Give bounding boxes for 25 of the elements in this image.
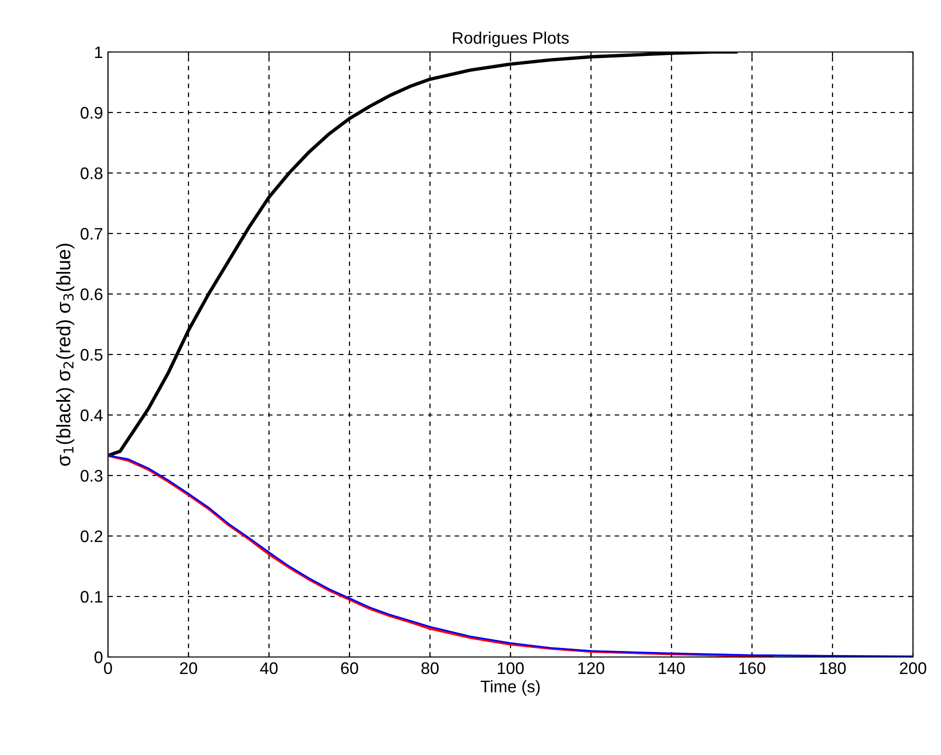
x-tick-label: 100 [498, 662, 524, 674]
y-tick-label: 0.3 [80, 470, 102, 482]
x-tick-label: 80 [421, 662, 439, 674]
x-tick-label: 120 [578, 662, 604, 674]
y-tick-label: 1 [95, 46, 102, 58]
y-tick-label: 0.7 [80, 228, 102, 240]
y-tick-label: 0.8 [80, 167, 102, 180]
y-tick-label: 0.6 [80, 288, 102, 300]
x-tick-label: 0 [104, 662, 112, 674]
x-tick-label: 60 [341, 662, 358, 674]
y-tick-label: 0.1 [80, 590, 102, 603]
x-tick-label: 160 [739, 662, 766, 674]
x-axis-title: Time (s) [480, 680, 540, 696]
y-tick-label: 0.2 [80, 530, 102, 542]
x-tick-label: 140 [658, 662, 685, 674]
x-tick-label: 20 [180, 662, 198, 674]
y-tick-label: 0 [94, 651, 102, 664]
y-tick-label: 0.4 [80, 409, 103, 422]
x-tick-label: 180 [820, 662, 846, 674]
y-axis-title: σ$_{1}$(black) σ$_{2}$(red) σ$_{3}$(blue) [56, 244, 74, 466]
y-tick-label: 0.9 [80, 106, 102, 119]
x-tick-label: 40 [260, 662, 278, 674]
y-tick-label: 0.5 [80, 348, 102, 361]
chart-title: Rodrigues Plots [453, 32, 569, 48]
x-tick-label: 200 [900, 662, 926, 674]
